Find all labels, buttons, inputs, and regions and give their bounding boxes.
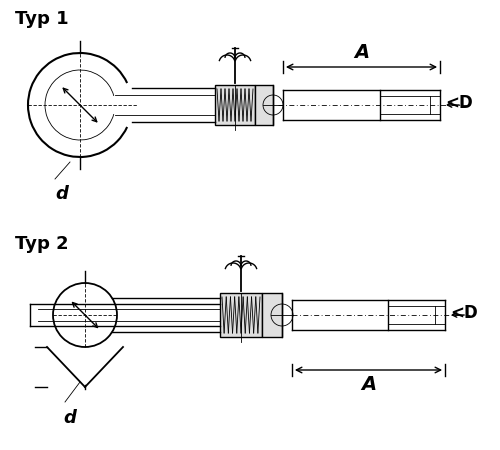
Bar <box>215 85 255 125</box>
Text: A: A <box>354 43 369 62</box>
Polygon shape <box>255 85 273 125</box>
Text: A: A <box>361 375 376 394</box>
Text: d: d <box>64 409 76 427</box>
Text: Typ 1: Typ 1 <box>15 10 68 28</box>
Text: Typ 2: Typ 2 <box>15 235 68 253</box>
Text: d: d <box>56 185 68 203</box>
Text: <D: <D <box>450 304 478 322</box>
Polygon shape <box>262 293 282 337</box>
Text: <D: <D <box>445 94 473 112</box>
Bar <box>220 293 262 337</box>
